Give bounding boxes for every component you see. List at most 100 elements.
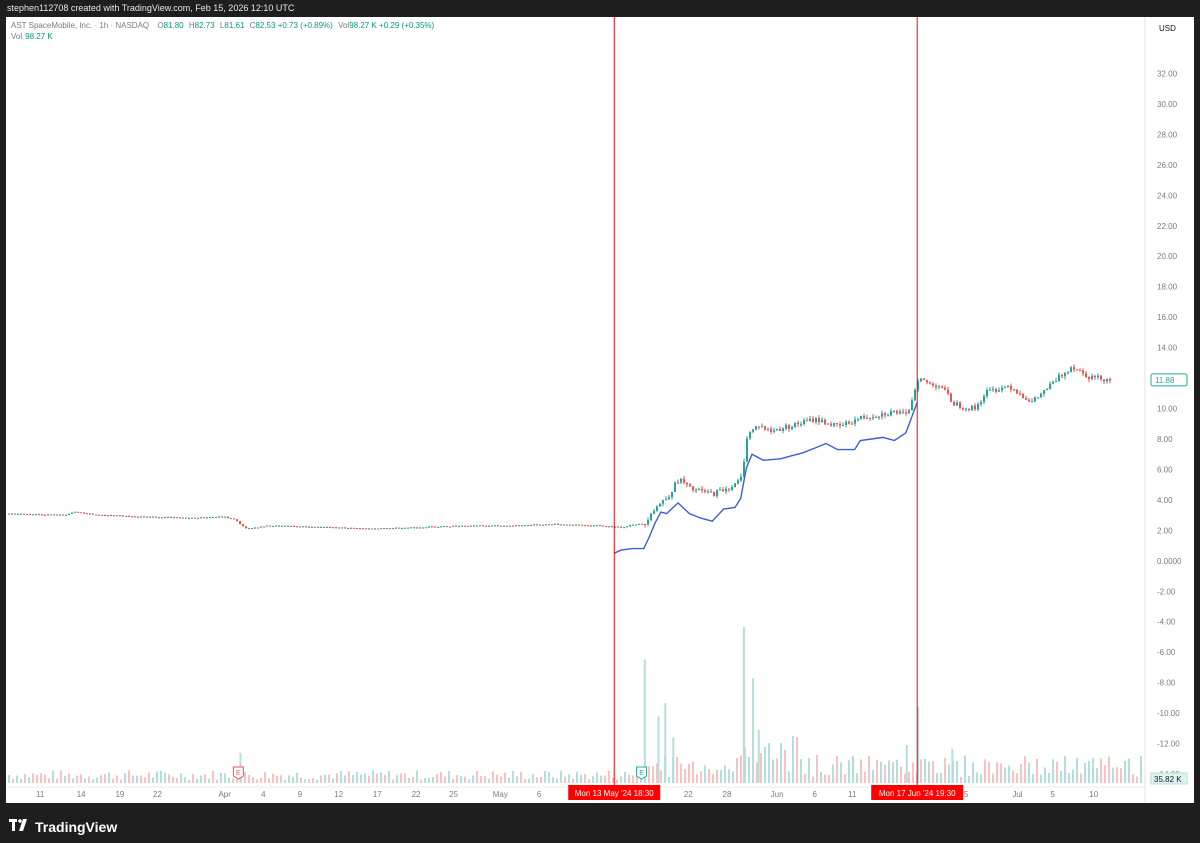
volume-bar: [352, 775, 354, 783]
volume-bar: [948, 764, 950, 783]
volume-bar: [132, 775, 134, 783]
candle-body: [974, 405, 976, 410]
volume-bar: [812, 776, 814, 783]
candle-body: [275, 525, 277, 527]
volume-bar: [684, 768, 686, 783]
candle-body: [617, 526, 619, 528]
volume-bar: [536, 777, 538, 783]
candle-body: [1088, 377, 1090, 380]
candle-body: [233, 518, 235, 520]
candle-body: [581, 524, 583, 526]
earnings-label: E: [639, 770, 644, 777]
x-tick-label: 9: [298, 790, 303, 799]
volume-bar: [256, 779, 258, 783]
volume-bar: [1056, 761, 1058, 783]
candle-body: [302, 526, 304, 528]
candle-body: [1031, 401, 1033, 403]
x-tick-label: Apr: [218, 790, 231, 799]
volume-bar: [792, 735, 794, 783]
last-price-label: 11.88: [1155, 376, 1175, 385]
volume-bar: [376, 773, 378, 783]
candle-body: [752, 429, 754, 432]
candle-body: [887, 415, 889, 417]
volume-bar: [448, 771, 450, 783]
volume-bar: [1008, 765, 1010, 783]
candle-body: [1064, 372, 1066, 377]
volume-bar: [676, 756, 678, 783]
x-tick-label: Jun: [771, 790, 784, 799]
candle-body: [458, 526, 460, 528]
candle-body: [905, 412, 907, 414]
candle-body: [56, 514, 58, 516]
candle-body: [998, 390, 1000, 392]
volume-bar: [976, 772, 978, 783]
volume-bar: [776, 758, 778, 783]
candle-body: [281, 525, 283, 527]
candle-body: [986, 389, 988, 397]
candle-body: [899, 411, 901, 414]
y-tick-label: 8.00: [1157, 435, 1173, 444]
candle-body: [473, 525, 475, 527]
candle-body: [404, 527, 406, 529]
candle-body: [677, 482, 679, 484]
volume-bar: [176, 777, 178, 783]
candle-body: [140, 516, 142, 518]
price-axis[interactable]: [1145, 17, 1194, 803]
candle-body: [116, 515, 118, 517]
candle-body: [446, 526, 448, 528]
candle-body: [938, 386, 940, 388]
candle-body: [68, 513, 70, 515]
candle-body: [431, 526, 433, 528]
volume-bar: [348, 771, 350, 783]
price-chart[interactable]: USD 32.00 30.00 28.00 26.00 24.00 22.00 20.00 18…: [6, 17, 1194, 803]
candle-body: [17, 513, 19, 515]
candle-body: [119, 515, 121, 517]
candle-body: [287, 525, 289, 527]
candle-body: [248, 528, 250, 530]
volume-bar: [224, 773, 226, 783]
volume-bar: [528, 778, 530, 783]
candle-body: [314, 526, 316, 528]
candle-body: [803, 420, 805, 425]
candle-body: [389, 528, 391, 530]
candle-body: [686, 482, 688, 485]
candle-body: [851, 423, 853, 425]
candle-body: [191, 517, 193, 519]
candle-body: [344, 527, 346, 529]
candle-body: [269, 525, 271, 527]
candle-body: [941, 386, 943, 388]
volume-bar: [796, 737, 798, 783]
candle-body: [728, 488, 730, 490]
chart-frame[interactable]: USD 32.00 30.00 28.00 26.00 24.00 22.00 20.00 18…: [6, 17, 1194, 803]
candle-body: [14, 513, 16, 515]
candle-body: [1019, 393, 1021, 395]
volume-bar: [940, 772, 942, 783]
volume-bar: [1048, 772, 1050, 783]
marker-time-badge: [568, 785, 661, 800]
candle-body: [863, 415, 865, 419]
earnings-icon[interactable]: [232, 766, 244, 780]
volume-bar: [388, 771, 390, 783]
candle-body: [1106, 378, 1108, 382]
candle-body: [836, 422, 838, 424]
candle-body: [251, 528, 253, 530]
earnings-icon[interactable]: [636, 766, 648, 780]
volume-bar: [760, 753, 762, 783]
volume-bar: [716, 769, 718, 783]
volume-bar: [520, 771, 522, 783]
volume-bar: [720, 770, 722, 783]
brand[interactable]: TradingView: [9, 818, 117, 836]
candle-body: [491, 525, 493, 527]
volume-bar: [832, 764, 834, 783]
volume-bar: [680, 763, 682, 783]
candle-body: [371, 528, 373, 530]
volume-bar: [1000, 763, 1002, 783]
candle-body: [857, 419, 859, 421]
candle-body: [881, 413, 883, 417]
x-tick-label: 11: [36, 790, 45, 799]
candle-body: [776, 429, 778, 431]
volume-bar: [712, 773, 714, 783]
volume-bar: [580, 774, 582, 783]
volume-bar: [584, 773, 586, 783]
candle-body: [122, 515, 124, 517]
